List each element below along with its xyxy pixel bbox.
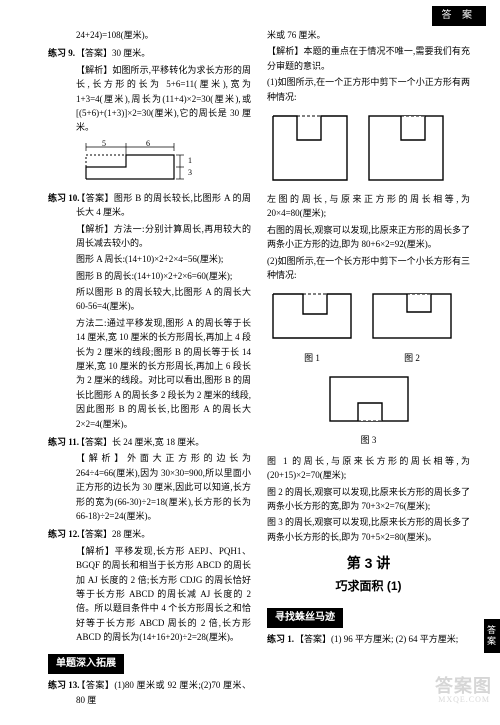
line: 【解析】方法一:分别计算周长,再用较大的周长减去较小的。 xyxy=(76,222,251,251)
answer: 【答案】(1)80 厘米或 92 厘米;(2)70 厘米、80 厘 xyxy=(76,680,251,704)
side-tab: 答案 xyxy=(484,619,500,653)
dim-a: 5 xyxy=(102,139,106,148)
lesson-subheading: 巧求面积 (1) xyxy=(267,577,470,596)
lesson-heading: 第 3 讲 xyxy=(267,552,470,574)
text: 右图的周长,观察可以发现,比原来正方形的周长多了两条小正方形的边,即为 80+6… xyxy=(267,223,470,252)
exercise-11: 练习 11.【答案】长 24 厘米,宽 18 厘米。 【解析】外面大正方形的边长… xyxy=(48,435,251,523)
figures-rects-row2: 图 3 xyxy=(267,371,470,448)
answer: 【答案】28 厘米。 xyxy=(76,529,150,539)
label: 练习 11. xyxy=(48,435,76,449)
left-column: 24+24)=108(厘米)。 练习 9.【答案】30 厘米。 【解析】如图所示… xyxy=(48,28,253,711)
section-tag-clue: 寻找蛛丝马迹 xyxy=(267,608,343,628)
label: 练习 10. xyxy=(48,191,76,205)
answer: 【答案】图形 B 的周长较长,比图形 A 的周长大 4 厘米。 xyxy=(76,193,251,217)
line: 图形 B 的周长:(14+10)×2+2×6=60(厘米); xyxy=(76,269,251,283)
fig2-caption: 图 2 xyxy=(367,351,457,365)
exercise-13: 练习 13.【答案】(1)80 厘米或 92 厘米;(2)70 厘米、80 厘 xyxy=(48,678,251,707)
line: 【解析】外面大正方形的边长为 264÷4=66(厘米),因为 30×30=900… xyxy=(76,451,251,523)
continuation: 米或 76 厘米。 【解析】本题的重点在于情况不唯一,需要我们有充分审题的意识。… xyxy=(267,28,470,104)
line: 所以图形 B 的周长较大,比图形 A 的周长大 60-56=4(厘米)。 xyxy=(76,285,251,314)
text: 24+24)=108(厘米)。 xyxy=(76,28,251,42)
text: 图 2 的周长,观察可以发现,比原来长方形的周长多了两条小长方形的宽,即为 70… xyxy=(267,485,470,514)
text: 【解析】本题的重点在于情况不唯一,需要我们有充分审题的意识。 xyxy=(267,44,470,73)
analysis-b: 图 1 的周长,与原来长方形的周长相等,为(20+15)×2=70(厘米); 图… xyxy=(267,454,470,544)
label: 练习 1. xyxy=(267,632,295,646)
header-tab: 答 案 xyxy=(432,6,487,26)
text: 图 1 的周长,与原来长方形的周长相等,为(20+15)×2=70(厘米); xyxy=(267,454,470,483)
text: (2)如图所示,在一个长方形中剪下一个小长方形有三种情况: xyxy=(267,254,470,283)
line: 图形 A 周长:(14+10)×2+2×4=56(厘米); xyxy=(76,252,251,266)
figures-squares xyxy=(267,110,470,186)
text: 米或 76 厘米。 xyxy=(267,28,470,42)
square-cut-edge xyxy=(363,110,449,186)
dim-d: 3 xyxy=(188,168,192,177)
dim-c: 1 xyxy=(188,156,192,165)
square-cut-corner xyxy=(267,110,353,186)
fig3-caption: 图 3 xyxy=(324,433,414,447)
dim-b: 6 xyxy=(146,139,150,148)
analysis-a: 左图的周长,与原来正方形的周长相等,为 20×4=80(厘米); 右图的周长,观… xyxy=(267,192,470,282)
figure-stairs: 5 6 1 3 xyxy=(48,139,251,185)
continuation-line: 24+24)=108(厘米)。 xyxy=(48,28,251,42)
text: 图 3 的周长,观察可以发现,比原来长方形的周长多了两条小长方形的长,即为 70… xyxy=(267,515,470,544)
fig1-caption: 图 1 xyxy=(267,351,357,365)
text: 左图的周长,与原来正方形的周长相等,为 20×4=80(厘米); xyxy=(267,192,470,221)
answer: 【答案】(1) 96 平方厘米; (2) 64 平方厘米; xyxy=(295,634,458,644)
figures-rects-row1: 图 1 图 2 xyxy=(267,288,470,365)
section-tag-deep: 单题深入拓展 xyxy=(48,654,124,674)
line: 【解析】平移发现,长方形 AEPJ、PQH1、BGQF 的周长和相当于长方形 A… xyxy=(76,544,251,645)
label: 练习 9. xyxy=(48,46,76,60)
content-columns: 24+24)=108(厘米)。 练习 9.【答案】30 厘米。 【解析】如图所示… xyxy=(0,0,500,725)
text: (1)如图所示,在一个正方形中剪下一个小正方形有两种情况: xyxy=(267,75,470,104)
answer: 【答案】30 厘米。 xyxy=(76,48,150,58)
line: 方法二:通过平移发现,图形 A 的周长等于长 14 厘米,宽 10 厘米的长方形… xyxy=(76,316,251,431)
exercise-1: 练习 1.【答案】(1) 96 平方厘米; (2) 64 平方厘米; xyxy=(267,632,470,646)
fig1-wrap: 图 1 xyxy=(267,288,357,365)
answer: 【答案】长 24 厘米,宽 18 厘米。 xyxy=(76,437,204,447)
exercise-10: 练习 10.【答案】图形 B 的周长较长,比图形 A 的周长大 4 厘米。 【解… xyxy=(48,191,251,431)
fig2-wrap: 图 2 xyxy=(367,288,457,365)
fig3-wrap: 图 3 xyxy=(324,371,414,448)
exercise-9: 练习 9.【答案】30 厘米。 【解析】如图所示,平移转化为求长方形的周长,长方… xyxy=(48,46,251,134)
right-column: 米或 76 厘米。 【解析】本题的重点在于情况不唯一,需要我们有充分审题的意识。… xyxy=(265,28,470,711)
exercise-12: 练习 12.【答案】28 厘米。 【解析】平移发现,长方形 AEPJ、PQH1、… xyxy=(48,527,251,644)
analysis: 【解析】如图所示,平移转化为求长方形的周长,长方形的长为 5+6=11(厘米),… xyxy=(76,63,251,135)
label: 练习 12. xyxy=(48,527,76,541)
label: 练习 13. xyxy=(48,678,76,692)
